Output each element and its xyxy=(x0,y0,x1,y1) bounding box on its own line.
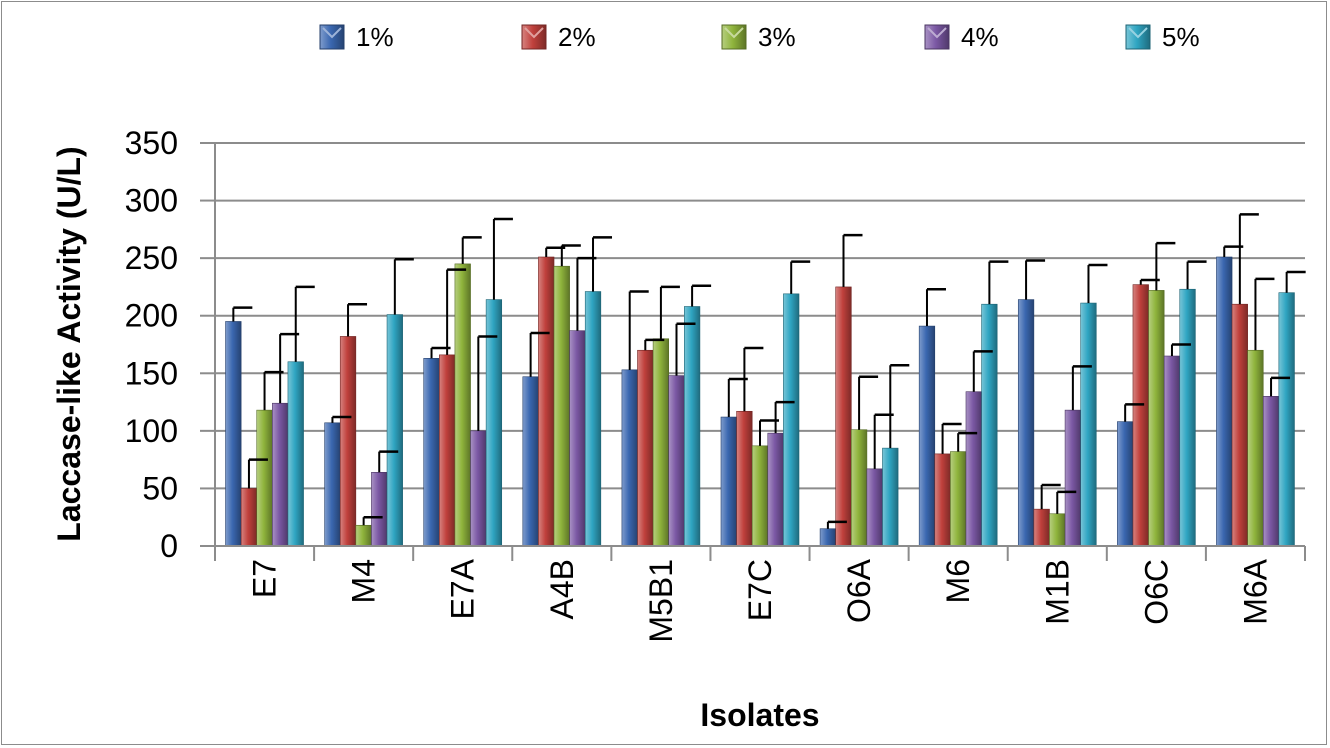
bar xyxy=(439,354,456,547)
legend-swatch-bevel xyxy=(524,27,544,39)
y-tick-labels: 0 50 100 150 200 250 300 350 xyxy=(125,125,178,564)
bar xyxy=(1216,256,1233,547)
bar xyxy=(454,263,471,547)
bar xyxy=(569,330,586,547)
bar xyxy=(819,528,836,547)
y-tick-label: 0 xyxy=(160,528,178,564)
bar xyxy=(470,430,487,547)
y-tick-label: 350 xyxy=(125,125,178,161)
x-tick-label: O6A xyxy=(841,558,877,623)
bar xyxy=(751,445,769,547)
bar xyxy=(1163,355,1181,547)
legend-label: 3% xyxy=(758,22,796,52)
bar xyxy=(934,453,951,547)
bar xyxy=(882,447,899,547)
bar xyxy=(423,358,440,547)
bar xyxy=(1117,421,1134,547)
bar xyxy=(866,468,883,547)
bar-group xyxy=(225,256,1295,547)
bar xyxy=(287,361,304,547)
bar xyxy=(668,375,685,547)
bar xyxy=(950,451,967,547)
bar xyxy=(621,369,638,547)
bar xyxy=(1231,303,1248,547)
y-tick-label: 100 xyxy=(125,413,178,449)
legend-swatch-bevel xyxy=(322,27,342,39)
bar xyxy=(225,321,242,547)
x-tick-label: M1B xyxy=(1039,559,1075,625)
x-tick-label: M6 xyxy=(940,559,976,603)
x-tick-label: M5B1 xyxy=(643,559,679,643)
bar xyxy=(553,265,570,547)
bar xyxy=(339,336,357,547)
bar xyxy=(1132,284,1149,547)
legend-label: 5% xyxy=(1162,22,1200,52)
bar xyxy=(1049,513,1066,547)
bar xyxy=(736,410,753,547)
axes xyxy=(200,142,1306,561)
bar xyxy=(538,256,555,547)
y-tick-label: 300 xyxy=(125,183,178,219)
bar xyxy=(1179,288,1196,547)
bar xyxy=(652,338,670,547)
bar xyxy=(1148,290,1165,547)
bar xyxy=(240,488,258,547)
x-tick-label: M6A xyxy=(1237,558,1273,624)
bar xyxy=(850,429,868,547)
y-axis-title: Laccase-like Activity (U/L) xyxy=(51,146,87,541)
bar xyxy=(1278,292,1295,547)
bar xyxy=(371,472,388,547)
bar xyxy=(386,314,403,547)
x-tick-label: A4B xyxy=(544,559,580,619)
error-bar-group xyxy=(232,213,1306,529)
y-tick-label: 50 xyxy=(142,470,178,506)
bar xyxy=(981,303,998,547)
bar xyxy=(835,286,852,547)
bar xyxy=(1247,349,1264,547)
bar xyxy=(272,402,289,547)
y-tick-label: 200 xyxy=(125,298,178,334)
bar xyxy=(1033,508,1050,547)
bar xyxy=(584,291,602,547)
bar xyxy=(522,376,539,547)
x-tick-label: E7C xyxy=(742,559,778,621)
legend-label: 1% xyxy=(356,22,394,52)
legend-swatch-bevel xyxy=(724,27,744,39)
bar xyxy=(1080,302,1097,547)
legend: 1% 2% 3% 4% 5% xyxy=(319,22,1200,52)
bar xyxy=(1064,409,1081,547)
bar xyxy=(684,306,701,547)
y-tick-label: 250 xyxy=(125,240,178,276)
x-tick-labels: E7 M4 E7A A4B M5B1 E7C O6A M6 M1B O6C M6A xyxy=(247,558,1274,642)
bar xyxy=(355,524,372,547)
bar xyxy=(324,422,341,547)
bar xyxy=(918,325,936,547)
x-tick-label: E7 xyxy=(247,559,283,598)
x-tick-label: E7A xyxy=(445,558,481,619)
x-axis-title: Isolates xyxy=(700,697,819,733)
legend-label: 4% xyxy=(961,22,999,52)
legend-label: 2% xyxy=(558,22,596,52)
bar xyxy=(965,391,982,547)
bar xyxy=(1017,299,1035,547)
y-tick-label: 150 xyxy=(125,355,178,391)
x-tick-label: M4 xyxy=(346,559,382,603)
bar xyxy=(767,432,784,547)
legend-swatch-bevel xyxy=(1128,27,1148,39)
bar xyxy=(256,409,273,547)
bar xyxy=(1262,396,1280,547)
legend-swatch-bevel xyxy=(927,27,947,39)
x-tick-label: O6C xyxy=(1138,559,1174,625)
bar xyxy=(783,293,800,547)
bar xyxy=(720,416,737,547)
bar xyxy=(637,349,654,547)
